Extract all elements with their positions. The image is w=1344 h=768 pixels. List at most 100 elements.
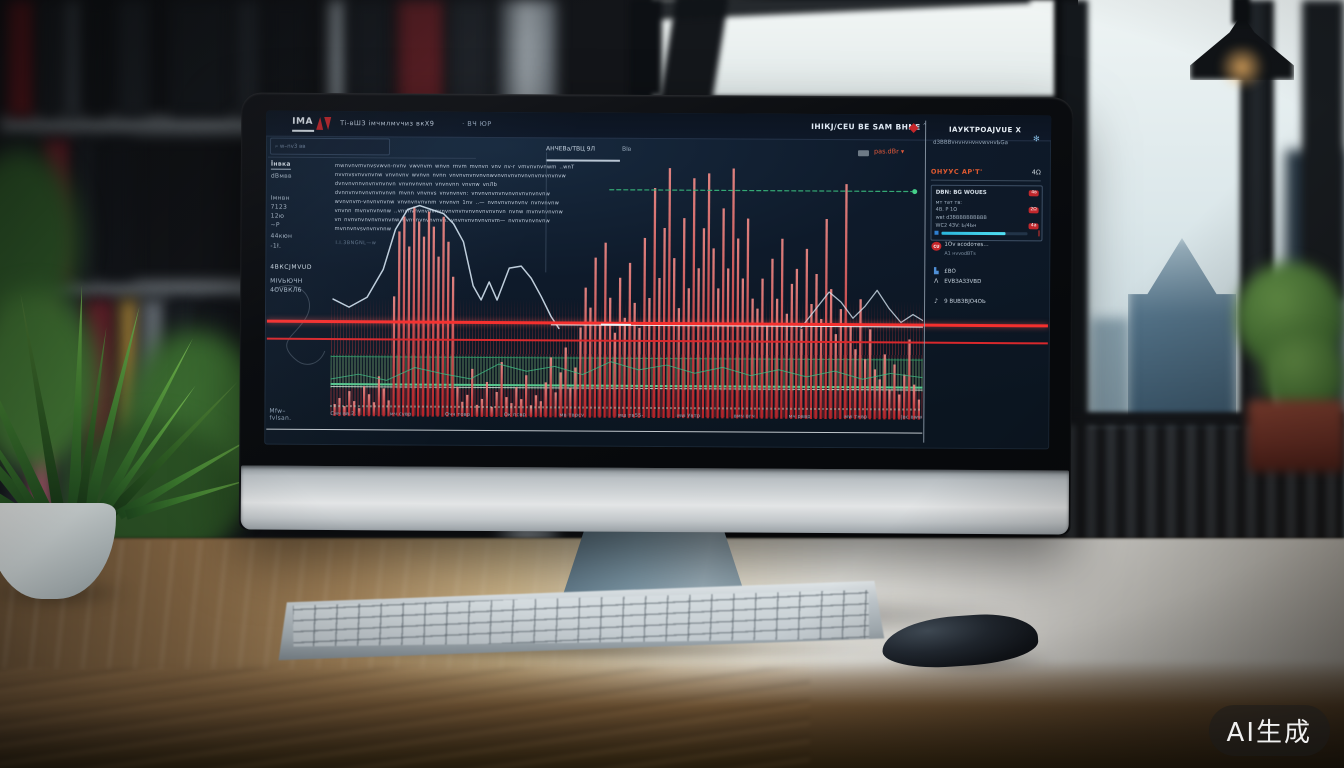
sidebar-item[interactable]: Імнвн [270, 194, 290, 202]
white-marker-segment [600, 323, 631, 326]
monitor: IMA Ti-вШЗ імчмлмvчиз вкХ9 · ВЧ ЮР ІНІКЈ… [238, 92, 1074, 535]
keyboard [278, 578, 885, 660]
sidebar-item[interactable]: 44кюн [270, 232, 293, 240]
monitor-chin [240, 465, 1070, 535]
plain-list-icon: ♪ [934, 297, 939, 305]
lamp-glow [1216, 46, 1268, 88]
target-line-marker [912, 189, 918, 195]
panel-title: ІАУКТРОАЈVUЕ X [948, 125, 1022, 135]
bar [745, 218, 750, 419]
bar [765, 323, 769, 419]
bar [716, 288, 720, 419]
axis-label: мч сvвр [389, 411, 412, 418]
bar [657, 278, 661, 419]
bar [804, 248, 809, 419]
bar [436, 256, 440, 417]
desk-wood-grain [0, 668, 810, 768]
axis-label: мв тврсv [559, 412, 585, 419]
bar [731, 168, 735, 419]
sidebar-item[interactable]: -1ł. [270, 242, 282, 250]
bar [814, 273, 818, 419]
bar [524, 375, 528, 418]
axis-label: Смч вв.2. [330, 411, 357, 418]
bar [829, 289, 833, 420]
red-list-icon: CU [931, 241, 942, 251]
panel-item-label: 9 ВUВЗВЈО4ОЬ [944, 298, 986, 306]
sidebar-item[interactable]: Їнвка [270, 160, 291, 170]
app-logo: IMA [292, 116, 313, 127]
status-badge: 2Ω [1028, 207, 1039, 214]
panel-item-label: ЕVВЗАЗЗVВD [944, 278, 982, 285]
bar [632, 302, 636, 418]
chart-area: Смч вв.2. мч сvвр Очч товр Ок псвр мв тврсv м… [330, 157, 924, 423]
bar [750, 298, 754, 419]
bar [726, 268, 730, 419]
book-spine [8, 0, 34, 116]
blue-list-icon: ▙ [933, 267, 939, 275]
alert-label: ОНУУС АР'Т' [930, 167, 983, 176]
bar [681, 218, 686, 419]
book-spine [64, 0, 82, 116]
progress-bar [941, 231, 1028, 236]
bar [672, 258, 676, 419]
axis-label: Ок псвр [503, 412, 527, 419]
book-spine [86, 0, 108, 116]
layout-icon[interactable] [857, 150, 870, 157]
sidebar-footer-item[interactable]: fvlsan. [269, 414, 292, 422]
panel-list-item[interactable]: ♪ 9 ВUВЗВЈО4ОЬ [931, 298, 986, 305]
pendant-lamp [1232, 0, 1250, 24]
bar [780, 238, 784, 419]
panel-hairline [930, 179, 1041, 182]
window-title: Ti-вШЗ імчмлмvчиз вкХ9 [340, 119, 435, 128]
bar [667, 168, 672, 419]
metrics-row[interactable]: WС2 4ЗV: Ь/4Ьн [935, 222, 977, 229]
bar [706, 173, 711, 419]
tab-secondary[interactable]: Вlв [621, 145, 632, 153]
bar [878, 379, 881, 420]
sidebar-item[interactable]: 12ю [270, 212, 285, 220]
bar [411, 206, 416, 417]
bar [858, 299, 862, 420]
metrics-row[interactable]: 4В. Р 1О [935, 206, 958, 213]
sidebar-item[interactable]: ~Р [270, 221, 280, 229]
keyboard-keys [293, 590, 869, 647]
panel-item-label: 1Оv всоdотеs… [944, 241, 989, 249]
bar [721, 208, 725, 419]
panel-list-item[interactable]: Λ ЕVВЗАЗЗVВD [931, 278, 981, 285]
alert-value: 4Ω [1031, 168, 1041, 177]
small-plant-pot [1248, 400, 1344, 472]
axis-label: вмч вгч [733, 413, 755, 420]
range-dropdown[interactable]: раs.dВr ▾ [873, 147, 905, 156]
sidebar-item[interactable]: 7123 [270, 203, 288, 211]
bar [559, 372, 562, 418]
bar [426, 211, 431, 417]
bar [603, 242, 607, 418]
bar [402, 216, 406, 417]
settings-icon[interactable]: ✻ [1033, 134, 1040, 144]
brand-mark-icon [316, 116, 332, 130]
panel-list-item[interactable]: CU 1Оv всоdотеs… [931, 241, 989, 251]
bar [500, 362, 503, 418]
watermark-badge: AI生成 [1208, 705, 1330, 756]
tab-primary[interactable]: АНЧЕВа/ТВЦ 9Л [545, 145, 596, 153]
status-badge: 4в [1029, 190, 1039, 197]
bar [824, 219, 828, 420]
bar [397, 231, 401, 417]
metrics-box-header: DВN: ВG WOUЕS [935, 189, 987, 197]
axis-label: мш тв55- [617, 412, 644, 419]
metrics-row[interactable]: мт тат тв: [935, 199, 962, 206]
sidebar-item[interactable]: dВмвв [270, 172, 292, 180]
bar [775, 298, 779, 419]
bar [618, 277, 622, 418]
book-spine [118, 0, 148, 116]
screen: IMA Ti-вШЗ імчмлмvчиз вкХ9 · ВЧ ЮР ІНІКЈ… [264, 110, 1052, 450]
panel-list-item[interactable]: ▙ £ВО [931, 268, 956, 275]
axis-label: мч рввр [788, 413, 811, 420]
bar [642, 237, 647, 418]
bar [848, 324, 852, 420]
book-spine [76, 140, 96, 280]
bar [740, 278, 745, 419]
search-input[interactable]: ⌕ w–nv3 вв [269, 137, 391, 156]
metrics-row[interactable]: wвt dЗВВВВВВВВВВ [935, 214, 987, 222]
